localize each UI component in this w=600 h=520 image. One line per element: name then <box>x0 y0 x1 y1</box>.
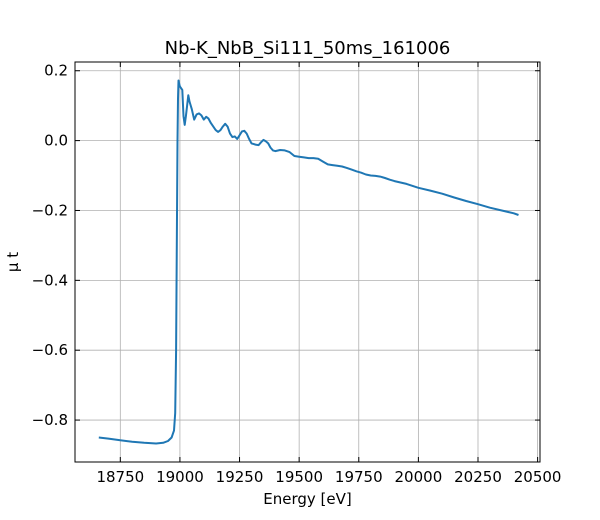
y-tick-label: −0.2 <box>32 201 68 219</box>
x-tick-label: 20500 <box>514 468 562 486</box>
x-tick-label: 19000 <box>156 468 204 486</box>
x-tick-label: 20250 <box>454 468 502 486</box>
y-tick-label: −0.8 <box>32 411 68 429</box>
x-tick-label: 20000 <box>395 468 443 486</box>
y-tick-label: −0.6 <box>32 341 68 359</box>
spectrum-line <box>98 79 519 445</box>
x-tick-label: 19250 <box>216 468 264 486</box>
x-axis-label: Energy [eV] <box>263 490 351 508</box>
y-tick-label: −0.4 <box>32 271 68 289</box>
y-tick-label: 0.2 <box>44 62 68 80</box>
y-tick-labels: 0.2 0.0 −0.2 −0.4 −0.6 −0.8 <box>32 62 68 429</box>
tick-marks <box>75 62 540 462</box>
grid-lines <box>75 62 540 462</box>
y-axis-label: μ t <box>4 252 22 272</box>
chart-title: Nb-K_NbB_Si111_50ms_161006 <box>165 38 451 59</box>
x-tick-labels: 18750 19000 19250 19500 19750 20000 20250 20500 <box>96 468 561 486</box>
x-tick-label: 19750 <box>335 468 383 486</box>
x-tick-label: 19500 <box>275 468 323 486</box>
plot-frame <box>74 61 541 463</box>
x-tick-label: 18750 <box>96 468 144 486</box>
y-tick-label: 0.0 <box>44 132 68 150</box>
